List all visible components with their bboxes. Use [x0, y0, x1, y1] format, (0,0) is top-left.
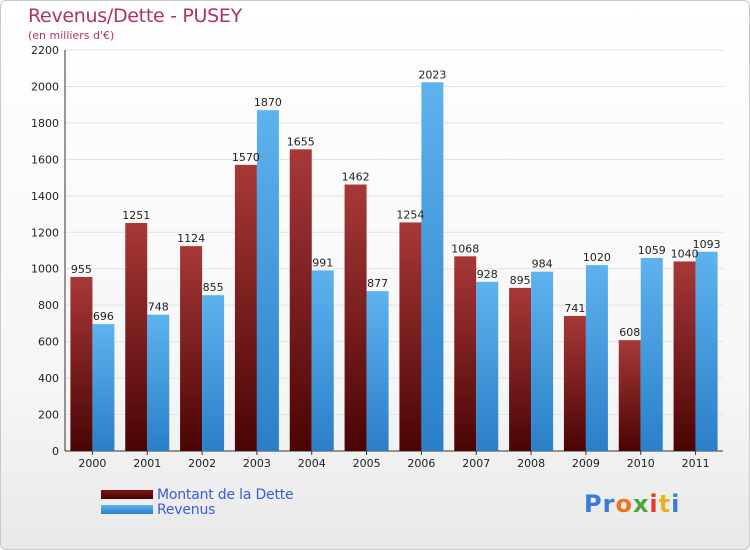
- bar-dette: [673, 261, 696, 451]
- logo-letter: i: [649, 490, 659, 518]
- chart-subtitle: (en milliers d'€): [28, 29, 115, 42]
- legend-label-revenus: Revenus: [157, 501, 216, 518]
- bar-dette: [454, 256, 477, 451]
- data-label: 895: [510, 274, 531, 287]
- axes: 0 200 400 600 800 1000 1200 1400 1600 1800 2000 220…: [31, 44, 723, 470]
- data-label: 855: [203, 281, 224, 294]
- y-tick-label: 2000: [31, 80, 59, 93]
- data-label: 1251: [122, 209, 150, 222]
- chart-title: Revenus/Dette - PUSEY: [28, 5, 242, 27]
- bar-revenus: [311, 270, 334, 451]
- y-tick-label: 1200: [31, 226, 59, 239]
- data-label: 1020: [583, 251, 611, 264]
- legend-label-dette: Montant de la Dette: [157, 486, 294, 503]
- bar-revenus: [640, 257, 663, 451]
- bar-dette: [180, 246, 203, 451]
- y-tick-label: 1000: [31, 263, 59, 276]
- data-label: 1870: [254, 96, 282, 109]
- x-tick-label: 2011: [682, 457, 710, 470]
- legend: Montant de la Dette Revenus: [101, 486, 294, 518]
- bar-revenus: [92, 324, 115, 451]
- y-tick-label: 2200: [31, 44, 59, 57]
- x-tick-label: 2009: [572, 457, 600, 470]
- legend-item-dette: Montant de la Dette: [101, 486, 294, 503]
- bar-dette: [234, 164, 257, 451]
- bar-dette: [289, 149, 312, 452]
- data-label: 984: [532, 258, 553, 271]
- legend-swatch-revenus: [101, 505, 153, 514]
- data-labels: 955 696 1251 748 1124 855 1570 1870 1655 991 1462 8…: [71, 68, 721, 339]
- y-tick-label: 0: [52, 445, 59, 458]
- x-tick-label: 2001: [133, 457, 161, 470]
- logo-letter: t: [658, 490, 672, 518]
- data-label: 1570: [232, 151, 260, 164]
- logo-letter: r: [602, 490, 616, 518]
- x-tick-label: 2004: [298, 457, 326, 470]
- data-label: 741: [564, 302, 585, 315]
- y-tick-label: 200: [38, 409, 59, 422]
- x-tick-label: 2005: [353, 457, 381, 470]
- bar-revenus: [147, 314, 170, 451]
- data-label: 1059: [638, 244, 666, 257]
- data-label: 1124: [177, 232, 205, 245]
- bars: [70, 82, 718, 452]
- data-label: 1093: [693, 238, 721, 251]
- y-tick-label: 400: [38, 372, 59, 385]
- legend-swatch-dette: [101, 490, 153, 499]
- x-tick-label: 2003: [243, 457, 271, 470]
- bar-revenus: [256, 110, 279, 452]
- logo-letter: i: [671, 490, 681, 518]
- bar-dette: [125, 222, 148, 451]
- logo-letter: P: [584, 490, 603, 518]
- data-label: 696: [93, 310, 114, 323]
- data-label: 1068: [451, 242, 479, 255]
- data-label: 1462: [342, 171, 370, 184]
- logo-letter: o: [615, 490, 633, 518]
- logo-letter: x: [632, 490, 650, 518]
- y-tick-label: 1800: [31, 117, 59, 130]
- data-label: 955: [71, 263, 92, 276]
- bar-dette: [344, 184, 367, 451]
- bar-dette: [399, 222, 422, 451]
- bar-revenus: [476, 281, 499, 451]
- x-tick-label: 2006: [407, 457, 435, 470]
- data-label: 1040: [671, 247, 699, 260]
- legend-item-revenus: Revenus: [101, 501, 293, 518]
- bar-dette: [509, 287, 532, 451]
- data-label: 608: [619, 326, 640, 339]
- data-label: 748: [148, 301, 169, 314]
- data-label: 2023: [418, 68, 446, 81]
- bar-revenus: [585, 265, 608, 451]
- x-tick-label: 2008: [517, 457, 545, 470]
- y-tick-label: 600: [38, 336, 59, 349]
- bar-dette: [563, 315, 586, 451]
- y-tick-label: 1600: [31, 153, 59, 166]
- x-tick-label: 2007: [462, 457, 490, 470]
- bar-revenus: [366, 291, 389, 451]
- data-label: 877: [367, 277, 388, 290]
- bar-revenus: [421, 82, 444, 452]
- x-tick-label: 2002: [188, 457, 216, 470]
- bar-revenus: [695, 251, 718, 451]
- data-label: 991: [312, 256, 333, 269]
- bar-dette: [618, 340, 641, 451]
- data-label: 1655: [287, 135, 315, 148]
- x-tick-label: 2010: [627, 457, 655, 470]
- data-label: 1254: [396, 208, 424, 221]
- data-label: 928: [477, 268, 498, 281]
- y-tick-label: 1400: [31, 190, 59, 203]
- y-tick-label: 800: [38, 299, 59, 312]
- bar-dette: [70, 276, 93, 451]
- bar-revenus: [531, 271, 554, 451]
- x-tick-label: 2000: [78, 457, 106, 470]
- bar-revenus: [202, 295, 225, 451]
- proxiti-logo: Proxiti: [584, 490, 680, 518]
- grid-lines: [65, 49, 723, 452]
